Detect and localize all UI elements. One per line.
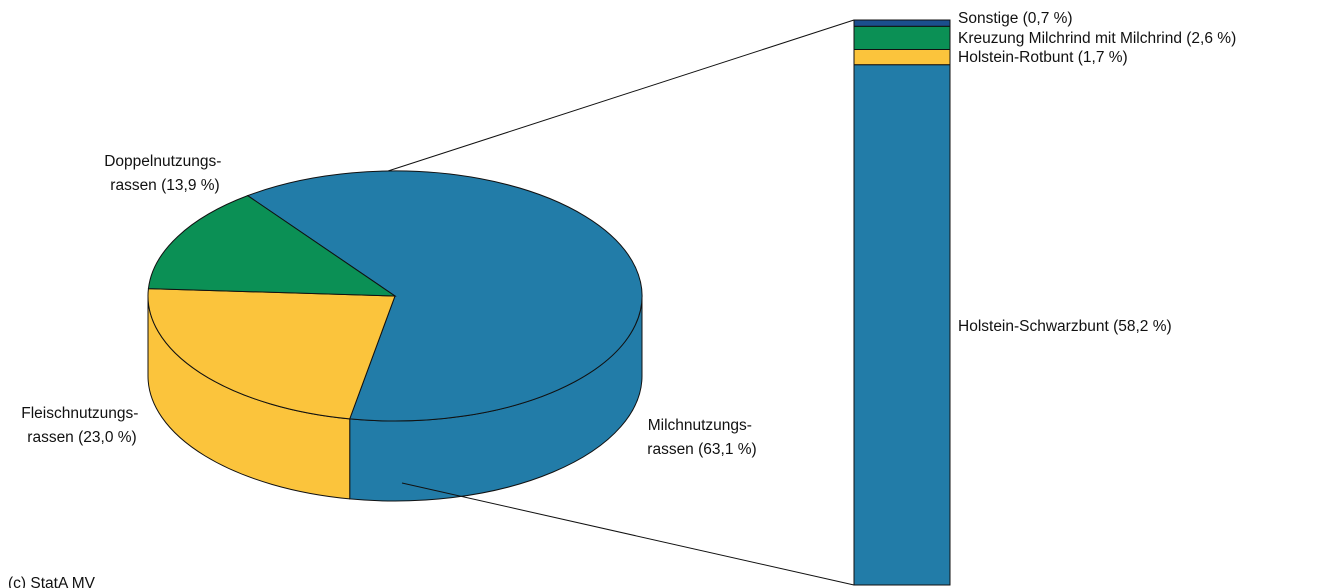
pie-label-milch-line1: Milchnutzungs- (648, 417, 752, 434)
pie-slice-milchnutzungs-rassen (246, 170, 643, 422)
bar-label-kreuzung: Kreuzung Milchrind mit Milchrind (2,6 %) (958, 30, 1236, 47)
bar-label-schwarzbunt: Holstein-Schwarzbunt (58,2 %) (958, 318, 1172, 335)
bar-segment-holstein-schwarzbunt (853, 64, 951, 586)
pie-top (147, 170, 643, 422)
bar-segment-holstein-rotbunt (853, 49, 951, 66)
pie-label-doppel: Doppelnutzungs- rassen (13,9 %) (104, 153, 226, 194)
pie-label-fleisch-line1: Fleischnutzungs- (21, 405, 138, 422)
pie-label-fleisch-line2: rassen (23,0 %) (27, 429, 136, 446)
pie-label-milch: Milchnutzungs- rassen (63,1 %) (647, 417, 756, 458)
stacked-bar (853, 19, 951, 586)
pie-slice-fleischnutzungs-rassen (147, 288, 396, 420)
pie-label-doppel-line1: Doppelnutzungs- (104, 153, 221, 170)
bar-label-rotbunt: Holstein-Rotbunt (1,7 %) (958, 49, 1128, 66)
bar-segment-sonstige (853, 19, 951, 27)
connector-line-bottom (401, 482, 855, 586)
pie-slice-doppelnutzungs-rassen (147, 195, 397, 297)
bar-label-sonstige: Sonstige (0,7 %) (958, 10, 1073, 27)
pie-label-fleisch: Fleischnutzungs- rassen (23,0 %) (21, 405, 142, 446)
connector-line-top (387, 19, 855, 172)
pie-label-doppel-line2: rassen (13,9 %) (110, 177, 219, 194)
pie-label-milch-line2: rassen (63,1 %) (647, 441, 756, 458)
source-note: (c) StatA MV (8, 575, 96, 588)
bar-segment-kreuzung-milchrind-mit-milchrind (853, 25, 951, 50)
